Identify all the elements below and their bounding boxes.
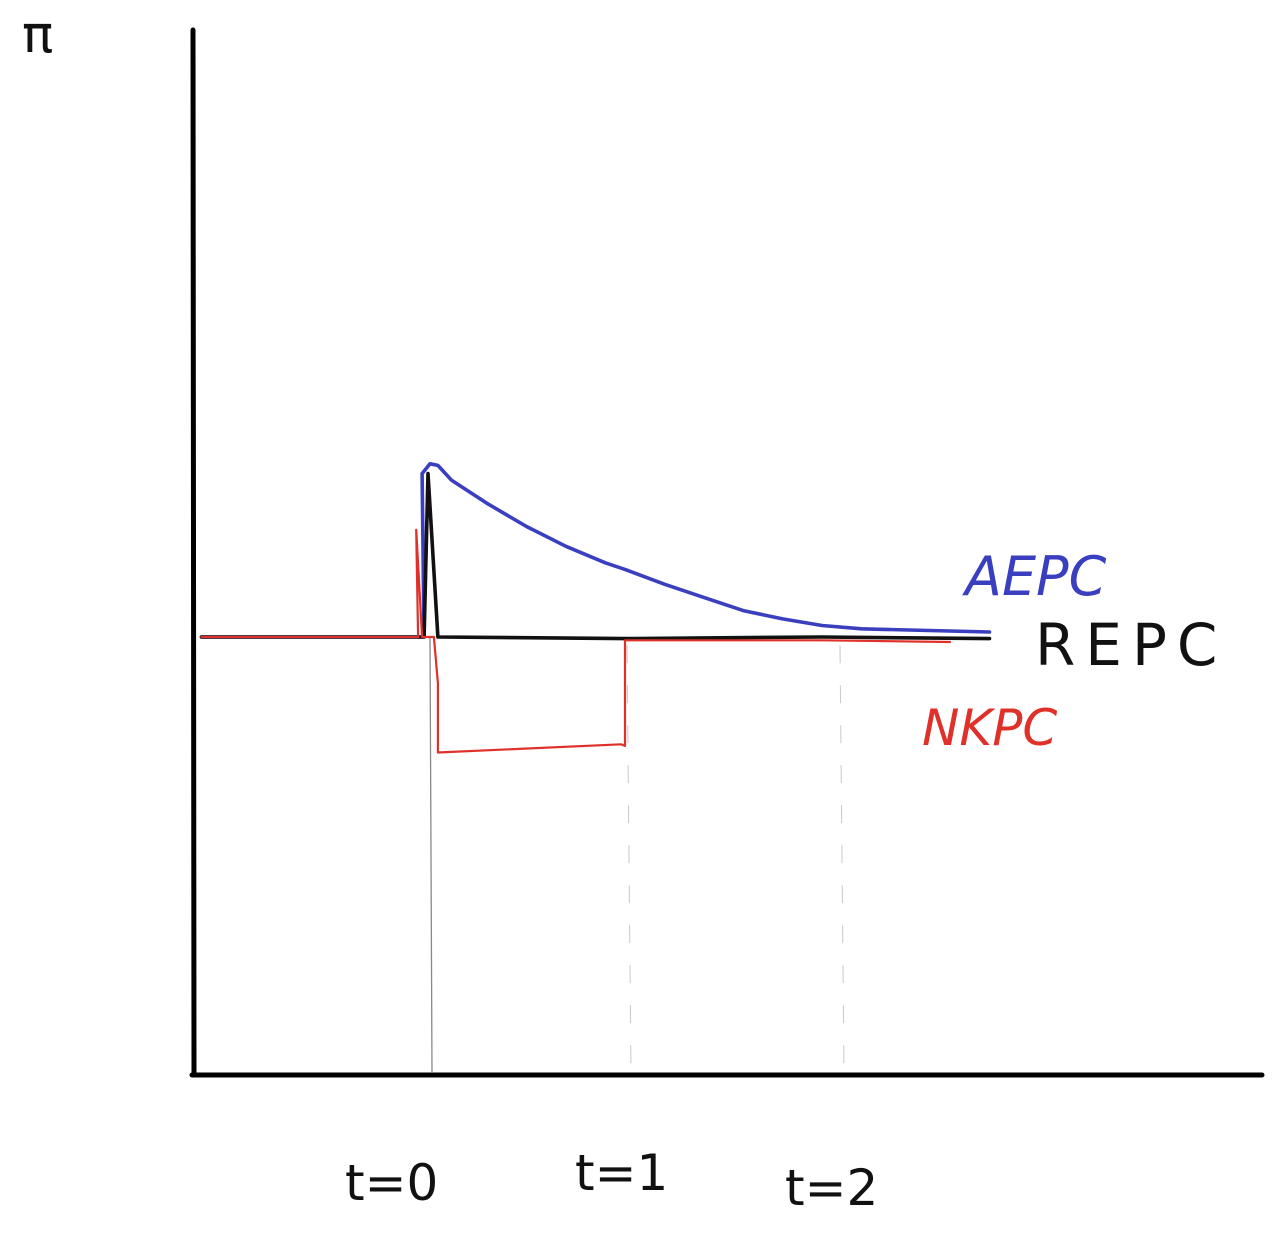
legend-repc: REPC (1035, 611, 1227, 679)
series-line-nkpc (200, 528, 952, 754)
y-axis-label: π (22, 5, 53, 65)
axes (189, 27, 1265, 1078)
x-tick-label-0: t=0 (345, 1154, 438, 1212)
x-tick-label-1: t=1 (575, 1144, 668, 1202)
guide-lines (429, 636, 845, 1073)
legend-aepc: AEPC (962, 545, 1107, 608)
series-line-repc (199, 471, 992, 641)
guide-line-2 (839, 645, 845, 1073)
y-axis (190, 27, 197, 1078)
series-line-aepc (199, 462, 992, 639)
guide-line-1 (626, 645, 632, 1073)
guide-line-0 (429, 636, 433, 1073)
legend-nkpc: NKPC (922, 699, 1057, 757)
x-tick-label-2: t=2 (785, 1159, 878, 1217)
labels-layer: π t=0 t=1 t=2 AEPC REPC NKPC (22, 5, 1227, 1217)
series-layer (199, 462, 992, 754)
